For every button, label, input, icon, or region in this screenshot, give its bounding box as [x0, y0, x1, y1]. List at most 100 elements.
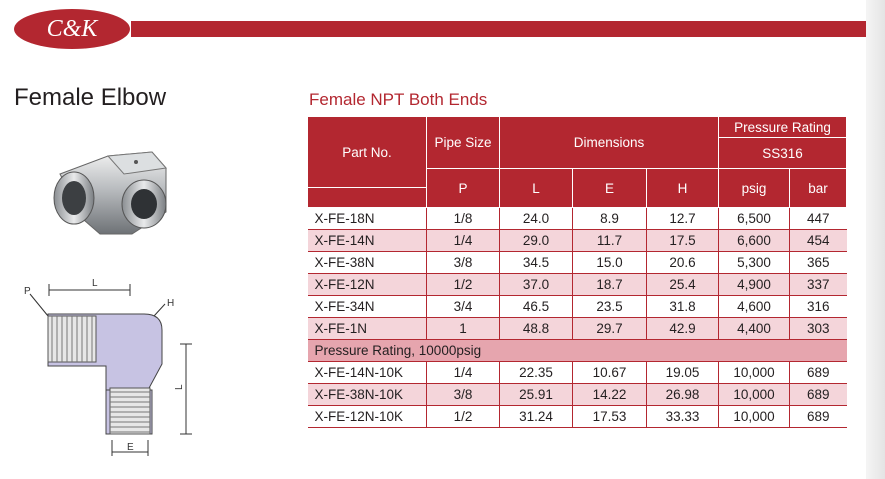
logo-text: C&K: [46, 15, 98, 42]
cell-psig: 5,300: [718, 251, 790, 274]
header-part-no-spacer: [307, 187, 427, 208]
cell-e: 8.9: [572, 207, 647, 230]
cell-bar: 689: [789, 361, 847, 384]
cell-h: 17.5: [646, 229, 719, 252]
section-label: Pressure Rating, 10000psig: [307, 339, 847, 362]
cell-part: X-FE-1N: [307, 317, 427, 340]
cell-bar: 689: [789, 383, 847, 406]
table-row: X-FE-18N 1/8 24.0 8.9 12.7 6,500 447: [307, 207, 847, 230]
cell-psig: 10,000: [718, 383, 790, 406]
header-part-no: Part No.: [307, 116, 427, 188]
product-photo: [53, 151, 167, 235]
cell-l: 24.0: [499, 207, 573, 230]
table-row: X-FE-38N-10K 3/8 25.91 14.22 26.98 10,00…: [307, 383, 847, 406]
cell-l: 48.8: [499, 317, 573, 340]
cell-p: 1/4: [426, 229, 500, 252]
cell-l: 37.0: [499, 273, 573, 296]
cell-l: 25.91: [499, 383, 573, 406]
header-pressure-rating: Pressure Rating: [718, 116, 847, 138]
cell-p: 3/8: [426, 383, 500, 406]
cell-p: 3/4: [426, 295, 500, 318]
cell-h: 31.8: [646, 295, 719, 318]
cell-part: X-FE-14N: [307, 229, 427, 252]
cell-p: 1: [426, 317, 500, 340]
cell-e: 23.5: [572, 295, 647, 318]
drawing-label-e: E: [127, 442, 134, 453]
cell-bar: 337: [789, 273, 847, 296]
cell-l: 29.0: [499, 229, 573, 252]
header-ss316: SS316: [718, 137, 847, 169]
cell-h: 12.7: [646, 207, 719, 230]
cell-part: X-FE-34N: [307, 295, 427, 318]
drawing-label-p: P: [24, 286, 31, 297]
table-row: X-FE-12N 1/2 37.0 18.7 25.4 4,900 337: [307, 273, 847, 296]
table-row: X-FE-1N 1 48.8 29.7 42.9 4,400 303: [307, 317, 847, 340]
header-e: E: [572, 168, 647, 208]
cell-bar: 447: [789, 207, 847, 230]
table-row: X-FE-14N 1/4 29.0 11.7 17.5 6,600 454: [307, 229, 847, 252]
table-row: X-FE-38N 3/8 34.5 15.0 20.6 5,300 365: [307, 251, 847, 274]
cell-p: 1/2: [426, 405, 500, 428]
cell-p: 1/4: [426, 361, 500, 384]
table-row: X-FE-14N-10K 1/4 22.35 10.67 19.05 10,00…: [307, 361, 847, 384]
cell-part: X-FE-18N: [307, 207, 427, 230]
cell-l: 34.5: [499, 251, 573, 274]
cell-e: 10.67: [572, 361, 647, 384]
cell-p: 1/8: [426, 207, 500, 230]
cell-e: 29.7: [572, 317, 647, 340]
cell-bar: 303: [789, 317, 847, 340]
cell-h: 25.4: [646, 273, 719, 296]
drawing-label-h: H: [167, 298, 174, 309]
cell-psig: 4,900: [718, 273, 790, 296]
brand-logo: C&K: [14, 9, 130, 49]
header-p: P: [426, 168, 500, 208]
cell-part: X-FE-38N-10K: [307, 383, 427, 406]
cell-bar: 365: [789, 251, 847, 274]
cell-bar: 454: [789, 229, 847, 252]
cell-e: 14.22: [572, 383, 647, 406]
drawing-label-l-side: L: [174, 384, 185, 390]
header-bar: bar: [789, 168, 847, 208]
cell-psig: 10,000: [718, 405, 790, 428]
product-title: Female Elbow: [14, 84, 167, 111]
cell-h: 19.05: [646, 361, 719, 384]
header-pipe-size: Pipe Size: [426, 116, 500, 169]
cell-psig: 6,600: [718, 229, 790, 252]
cell-e: 11.7: [572, 229, 647, 252]
cell-h: 33.33: [646, 405, 719, 428]
cell-e: 17.53: [572, 405, 647, 428]
cell-l: 46.5: [499, 295, 573, 318]
section-row: Pressure Rating, 10000psig: [307, 339, 847, 362]
cell-l: 22.35: [499, 361, 573, 384]
cell-p: 3/8: [426, 251, 500, 274]
cell-h: 26.98: [646, 383, 719, 406]
header-psig: psig: [718, 168, 790, 208]
cell-l: 31.24: [499, 405, 573, 428]
cell-part: X-FE-38N: [307, 251, 427, 274]
cell-bar: 689: [789, 405, 847, 428]
table-row: X-FE-12N-10K 1/2 31.24 17.53 33.33 10,00…: [307, 405, 847, 428]
header-bar: [131, 21, 866, 37]
page-edge: [866, 0, 885, 479]
header-dimensions: Dimensions: [499, 116, 719, 169]
cell-part: X-FE-12N: [307, 273, 427, 296]
table-subtitle: Female NPT Both Ends: [309, 90, 488, 109]
cell-h: 42.9: [646, 317, 719, 340]
cell-part: X-FE-12N-10K: [307, 405, 427, 428]
cell-psig: 6,500: [718, 207, 790, 230]
dimension-drawing: L P H L E: [24, 278, 192, 456]
header-h: H: [646, 168, 719, 208]
drawing-label-l-top: L: [92, 278, 98, 289]
cell-psig: 10,000: [718, 361, 790, 384]
header-l: L: [499, 168, 573, 208]
cell-p: 1/2: [426, 273, 500, 296]
cell-e: 15.0: [572, 251, 647, 274]
table-row: X-FE-34N 3/4 46.5 23.5 31.8 4,600 316: [307, 295, 847, 318]
cell-h: 20.6: [646, 251, 719, 274]
cell-e: 18.7: [572, 273, 647, 296]
cell-psig: 4,400: [718, 317, 790, 340]
spec-table: Part No. Pipe Size Dimensions Pressure R…: [307, 116, 847, 428]
cell-psig: 4,600: [718, 295, 790, 318]
cell-part: X-FE-14N-10K: [307, 361, 427, 384]
cell-bar: 316: [789, 295, 847, 318]
